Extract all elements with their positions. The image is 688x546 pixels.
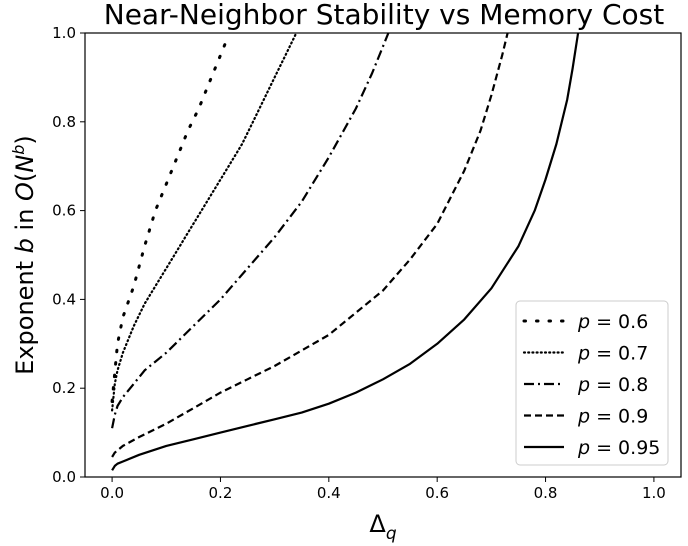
series-line-3 bbox=[111, 33, 509, 458]
x-axis-label: Δq bbox=[369, 510, 396, 544]
series-line-1 bbox=[111, 33, 298, 412]
x-tick-label: 0.2 bbox=[209, 484, 233, 502]
legend-label-2: p = 0.8 bbox=[577, 374, 648, 396]
y-axis-label: Exponent b in O(Nb) bbox=[9, 135, 39, 375]
series-line-0 bbox=[110, 40, 228, 403]
series-line-4 bbox=[111, 33, 580, 471]
plot-frame bbox=[84, 32, 682, 478]
y-tick-label: 1.0 bbox=[52, 24, 76, 42]
x-tick-label: 0.0 bbox=[100, 484, 124, 502]
y-tick-label: 0.4 bbox=[52, 290, 76, 308]
x-tick-label: 1.0 bbox=[642, 484, 666, 502]
legend-label-0: p = 0.6 bbox=[577, 311, 648, 333]
legend-label-4: p = 0.95 bbox=[577, 437, 660, 459]
legend: p = 0.6 p = 0.7 p = 0.8 p = 0.9 p = 0.95 bbox=[515, 300, 669, 466]
x-tick-label: 0.8 bbox=[534, 484, 558, 502]
chart-title: Near-Neighbor Stability vs Memory Cost bbox=[104, 0, 665, 31]
legend-label-3: p = 0.9 bbox=[577, 406, 648, 428]
y-tick-label: 0.6 bbox=[52, 202, 76, 220]
x-tick-label: 0.6 bbox=[425, 484, 449, 502]
legend-box bbox=[515, 300, 669, 466]
y-tick-label: 0.2 bbox=[52, 379, 76, 397]
y-axis: 0.0 0.2 0.4 0.6 0.8 1.0 bbox=[52, 24, 85, 486]
y-tick-label: 0.8 bbox=[52, 113, 76, 131]
plot-area bbox=[110, 33, 580, 471]
legend-label-1: p = 0.7 bbox=[577, 343, 648, 365]
x-axis: 0.0 0.2 0.4 0.6 0.8 1.0 bbox=[100, 477, 666, 502]
y-tick-label: 0.0 bbox=[52, 468, 76, 486]
series-line-2 bbox=[111, 33, 390, 429]
x-tick-label: 0.4 bbox=[317, 484, 341, 502]
